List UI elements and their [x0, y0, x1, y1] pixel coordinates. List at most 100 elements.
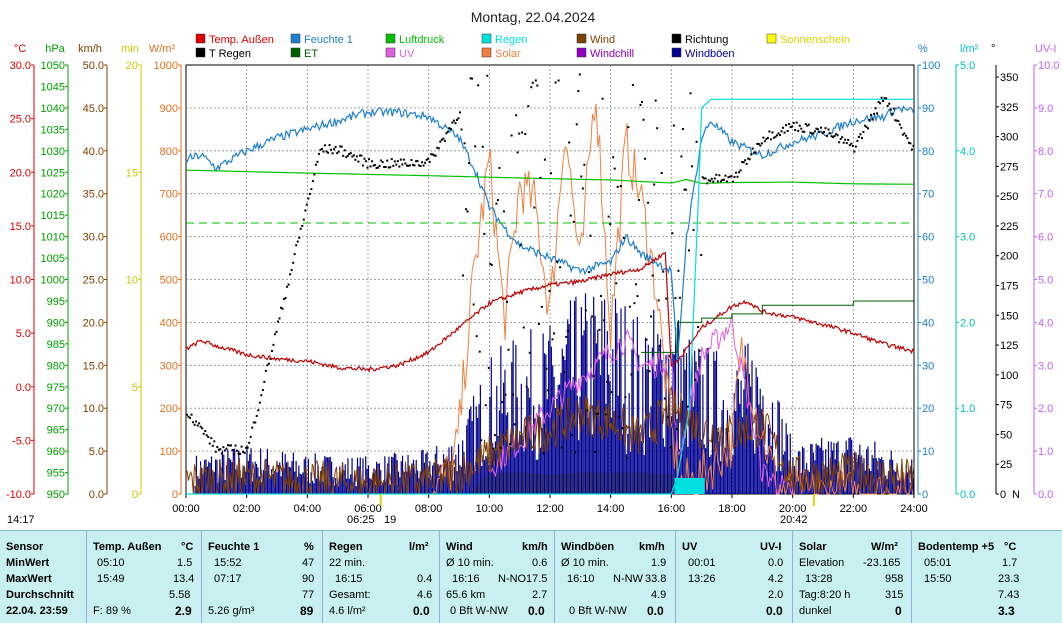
direction-dot	[722, 178, 725, 181]
direction-dot	[474, 145, 477, 148]
axis-tick-label-uv: 1.0	[1038, 446, 1053, 458]
direction-dot	[706, 182, 709, 185]
direction-dot	[186, 413, 188, 416]
direction-dot	[219, 448, 222, 451]
direction-dot	[892, 107, 895, 110]
direction-dot	[748, 158, 751, 161]
direction-dot	[725, 180, 728, 183]
gust-header: Windböen	[561, 541, 615, 553]
direction-dot	[299, 227, 302, 230]
axis-tick-label-humidity: 50	[922, 275, 934, 287]
weather-chart: Montag, 22.04.2024 Temp. Außen Feuchte 1 L…	[6, 9, 1060, 526]
sunshine-bar	[665, 474, 669, 494]
axis-tick-label-wind: 30.0	[83, 232, 104, 244]
direction-dot	[387, 166, 390, 169]
direction-dot	[906, 137, 909, 140]
direction-dot	[777, 132, 780, 135]
direction-dot	[694, 378, 697, 381]
direction-dot	[280, 306, 283, 309]
direction-dot	[735, 171, 738, 174]
uv-min-time: 00:01	[688, 557, 716, 569]
direction-dot	[543, 158, 546, 161]
direction-dot	[593, 451, 596, 454]
direction-dot	[269, 357, 272, 360]
humidity-header: Feuchte 1	[208, 541, 260, 553]
direction-dot	[601, 97, 604, 100]
soil-max-time: 15:50	[924, 573, 952, 585]
direction-dot	[580, 175, 583, 178]
direction-dot	[428, 160, 431, 163]
direction-dot	[433, 154, 436, 157]
direction-dot	[509, 443, 512, 446]
direction-dot	[316, 160, 319, 163]
direction-dot	[897, 120, 900, 123]
direction-dot	[207, 435, 210, 438]
direction-dot	[284, 297, 287, 300]
direction-dot	[196, 424, 199, 427]
direction-dot	[334, 145, 337, 148]
direction-dot	[639, 103, 642, 106]
direction-dot	[336, 152, 339, 155]
axis-tick-label-pressure: 1030	[41, 146, 65, 158]
direction-dot	[260, 394, 263, 397]
direction-dot	[630, 373, 633, 376]
direction-dot	[495, 202, 498, 205]
axis-tick-label-uv: 3.0	[1038, 360, 1053, 372]
direction-dot	[351, 155, 354, 158]
axis-tick-label-solar: 500	[160, 275, 178, 287]
solar-header: Solar	[799, 541, 827, 553]
direction-dot	[695, 140, 698, 143]
axis-tick-label-pressure: 1010	[41, 232, 65, 244]
direction-dot	[838, 141, 841, 144]
direction-dot	[202, 432, 205, 435]
axis-tick-label-pressure: 1040	[41, 103, 65, 115]
direction-dot	[830, 135, 833, 138]
direction-dot	[440, 138, 443, 141]
direction-dot	[688, 249, 691, 252]
direction-dot	[192, 421, 195, 424]
axis-tick-label-rain: 3.0	[960, 232, 975, 244]
soil-min: 1.7	[1002, 557, 1018, 569]
direction-dot	[304, 209, 307, 212]
axis-tick-label-humidity: 80	[922, 146, 934, 158]
direction-dot	[301, 224, 304, 227]
direction-dot	[360, 154, 363, 157]
direction-dot	[327, 151, 330, 154]
direction-dot	[797, 129, 800, 132]
axis-unit-uv: UV-I	[1035, 43, 1056, 55]
x-tick-label: 22:00	[840, 503, 868, 515]
direction-dot	[819, 126, 822, 129]
direction-dot	[395, 163, 398, 166]
direction-dot	[554, 81, 557, 84]
axis-tick-label-temp: 10.0	[10, 275, 31, 287]
direction-dot	[295, 244, 298, 247]
axis-unit-humidity: %	[918, 43, 928, 55]
direction-dot	[404, 162, 407, 165]
direction-dot	[551, 338, 554, 341]
rain-current: 0.0	[413, 604, 430, 618]
humidity-max-time: 07:17	[214, 573, 242, 585]
axis-tick-label-humidity: 10	[922, 446, 934, 458]
chart-title: Montag, 22.04.2024	[471, 9, 596, 25]
direction-dot	[392, 164, 395, 167]
axis-tick-label-direction: 300	[1000, 132, 1018, 144]
direction-dot	[874, 107, 877, 110]
direction-dot	[546, 389, 549, 392]
axis-tick-label-pressure: 1005	[41, 253, 65, 265]
direction-dot	[647, 201, 650, 204]
stats-col-temp: Temp. Außen °C 05:10 1.5 15:49 13.4 5.58…	[87, 531, 202, 623]
direction-dot	[668, 355, 671, 358]
axis-tick-label-solar: 200	[160, 403, 178, 415]
direction-dot	[645, 338, 648, 341]
direction-dot	[457, 117, 460, 120]
stats-col-gust: Windböen km/h Ø 10 min. 1.9 16:10 N-NW 3…	[555, 531, 676, 623]
direction-dot	[319, 148, 322, 151]
humidity-max: 90	[302, 573, 315, 585]
direction-dot	[418, 164, 421, 167]
direction-dot	[637, 198, 640, 201]
direction-dot	[785, 124, 788, 127]
direction-dot	[772, 136, 775, 139]
direction-dot	[850, 142, 853, 145]
direction-dot	[871, 118, 874, 121]
direction-dot	[449, 128, 452, 131]
